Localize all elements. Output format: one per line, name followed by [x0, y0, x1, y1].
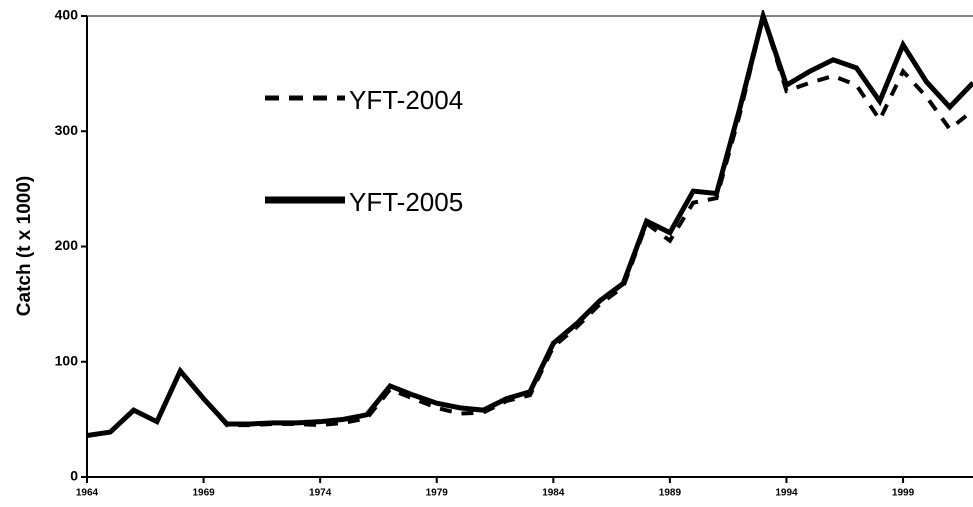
series-line [87, 10, 973, 438]
legend-label: YFT-2004 [349, 85, 463, 115]
x-tick-label: 1989 [659, 488, 682, 499]
series-line [87, 10, 973, 438]
legend-label: YFT-2005 [349, 187, 463, 217]
y-tick-label: 0 [70, 468, 78, 484]
x-tick-label: 1974 [309, 488, 332, 499]
y-axis-label: Catch (t x 1000) [14, 176, 35, 316]
x-tick-label: 1984 [542, 488, 565, 499]
y-tick-label: 300 [55, 122, 79, 138]
x-tick-label: 1969 [192, 488, 215, 499]
y-tick-label: 100 [55, 352, 79, 368]
x-tick-label: 1964 [76, 488, 99, 499]
x-tick-label: 1999 [892, 488, 915, 499]
y-tick-label: 400 [55, 7, 79, 23]
x-tick-label: 1979 [426, 488, 449, 499]
y-tick-label: 200 [55, 237, 79, 253]
x-tick-label: 1994 [775, 488, 798, 499]
plot-area [87, 10, 973, 438]
